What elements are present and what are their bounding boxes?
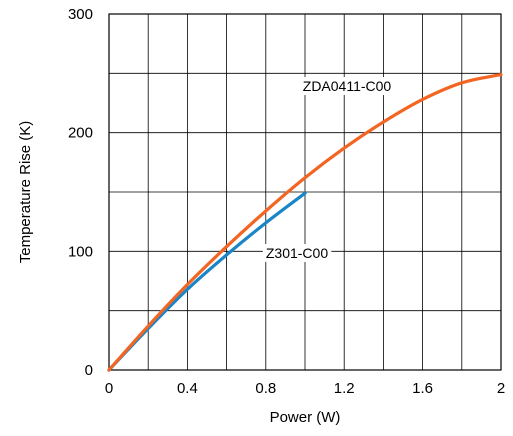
y-tick-label: 200 [68,125,93,142]
series-label: Z301-C00 [266,245,328,261]
x-tick-label: 0.8 [255,380,276,397]
series-label: ZDA0411-C00 [303,78,392,94]
series-label-background [299,77,395,95]
x-tick-label: 1.6 [412,380,433,397]
series-line-zda0411-c00 [107,72,503,372]
y-tick-label: 300 [68,6,93,23]
x-tick-label: 0 [105,380,113,397]
plot-frame [108,13,502,371]
x-axis-title: Power (W) [270,409,341,426]
x-tick-label: 2 [497,380,505,397]
y-tick-label: 100 [68,243,93,260]
x-tick-label: 0.4 [177,380,198,397]
y-axis-title: Temperature Rise (K) [17,121,34,264]
x-tick-label: 1.2 [334,380,355,397]
series-label-background [262,244,332,262]
y-tick-label: 0 [85,362,93,379]
